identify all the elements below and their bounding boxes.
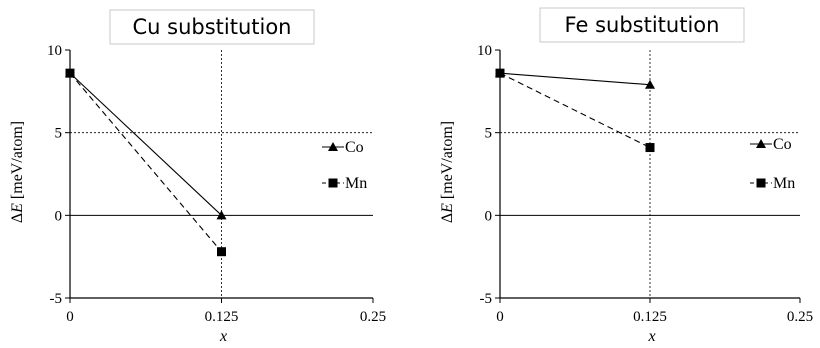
y-tick-label: 0 (55, 208, 63, 224)
y-tick-label: -5 (480, 291, 493, 307)
data-point-mn (645, 143, 655, 153)
series-line-mn (499, 72, 651, 149)
x-tick-label: 0.125 (633, 309, 667, 325)
series-line-co (499, 72, 651, 86)
y-tick-label: -5 (50, 291, 63, 307)
legend-label-mn: Mn (345, 175, 367, 192)
y-axis-label: ΔE [meV/atom] (9, 121, 26, 223)
x-tick-label: 0.25 (360, 309, 386, 325)
y-tick-label: 5 (55, 126, 63, 142)
data-point-co (645, 79, 655, 89)
x-tick-label: 0.25 (787, 309, 813, 325)
legend-label-co: Co (345, 139, 364, 156)
y-tick-label: 10 (477, 43, 492, 59)
legend-marker-mn (756, 178, 766, 188)
chart-title: Fe substitution (565, 13, 720, 37)
legend-marker-co (328, 142, 338, 151)
series-line-mn (69, 72, 222, 253)
legend-marker-mn (328, 178, 338, 188)
data-point-mn (495, 68, 505, 78)
chart-title: Cu substitution (132, 15, 291, 39)
x-tick-label: 0.125 (205, 309, 239, 325)
chart-title-box (109, 9, 315, 45)
chart-title-box (539, 7, 745, 43)
legend-label-mn: Mn (773, 175, 795, 192)
x-tick-label: 0 (66, 309, 74, 325)
data-point-mn (217, 247, 226, 257)
y-tick-label: 10 (47, 43, 62, 59)
y-tick-label: 0 (485, 208, 493, 224)
data-point-co (216, 210, 227, 220)
y-axis-label: ΔE [meV/atom] (439, 121, 456, 223)
series-line-co (69, 72, 222, 216)
y-tick-label: 5 (485, 126, 493, 142)
legend-label-co: Co (773, 136, 792, 153)
data-point-mn (65, 68, 75, 78)
x-axis-label: x (647, 328, 655, 345)
x-tick-label: 0 (496, 309, 504, 325)
legend-marker-co (756, 139, 766, 148)
x-axis-label: x (219, 328, 227, 345)
